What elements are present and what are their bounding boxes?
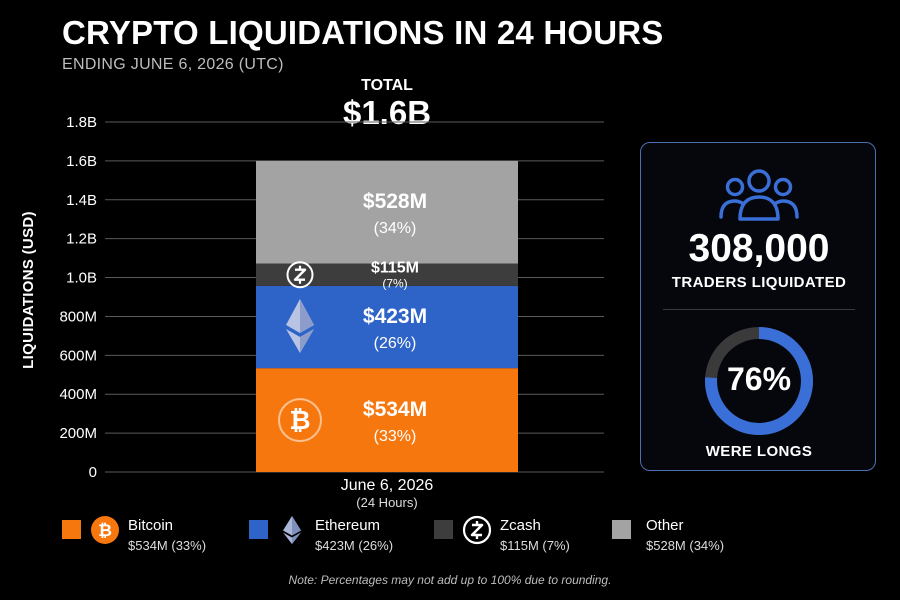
legend-name: Other: [646, 517, 684, 534]
traders-caption: TRADERS LIQUIDATED: [671, 274, 847, 291]
data-pct-other: (34%): [374, 220, 417, 237]
ethereum-icon: [286, 299, 314, 354]
total-label: TOTAL: [361, 77, 413, 94]
longs-caption: WERE LONGS: [705, 443, 813, 460]
y-axis-label: LIQUIDATIONS (USD): [20, 211, 37, 369]
svg-text:₿: ₿: [98, 521, 112, 541]
y-tick-label: 200M: [59, 425, 97, 442]
zcash-icon: [462, 515, 492, 545]
data-label-zcash: $115M: [371, 260, 419, 277]
y-tick-label: 400M: [59, 386, 97, 403]
y-tick-label: 800M: [59, 308, 97, 325]
stats-divider: [663, 309, 855, 310]
bar-segment-zcash: [256, 263, 518, 286]
total-value: $1.6B: [342, 94, 432, 131]
legend-name: Zcash: [500, 517, 541, 534]
svg-text:₿: ₿: [289, 405, 310, 435]
legend-swatch: [612, 520, 631, 539]
data-label-ethereum: $423M: [363, 305, 427, 328]
legend-value: $423M (26%): [315, 538, 394, 553]
stats-card: 308,000 TRADERS LIQUIDATED 76% WERE LONG…: [640, 142, 876, 471]
stacked-bar-chart: 0 200M 400M 600M 800M 1.0B 1.2B 1.4B 1.6B 1.8B $5…: [20, 114, 604, 481]
y-tick-label: 1.0B: [66, 270, 97, 287]
data-pct-bitcoin: (33%): [374, 428, 417, 445]
bitcoin-icon: ₿: [91, 516, 119, 544]
x-tick-sublabel: (24 Hours): [356, 495, 418, 510]
data-label-other: $528M: [363, 190, 427, 213]
bitcoin-icon: ₿: [278, 398, 322, 443]
legend-value: $115M (7%): [500, 538, 570, 553]
longs-donut: [705, 327, 813, 435]
y-tick-label: 1.8B: [66, 114, 97, 131]
ethereum-icon: [283, 516, 301, 544]
x-tick-label: June 6, 2026: [340, 477, 434, 494]
y-tick-label: 1.4B: [66, 192, 97, 209]
people-icon: [719, 169, 799, 221]
legend-swatch: [434, 520, 453, 539]
y-tick-label: 1.6B: [66, 153, 97, 170]
data-label-bitcoin: $534M: [363, 398, 427, 421]
footnote: Note: Percentages may not add up to 100%…: [288, 573, 612, 587]
zcash-icon: [286, 261, 314, 289]
chart-subtitle: ENDING JUNE 6, 2026 (UTC): [62, 56, 284, 73]
chart-title: CRYPTO LIQUIDATIONS IN 24 HOURS: [62, 14, 664, 51]
legend-name: Ethereum: [315, 517, 381, 534]
y-tick-label: 1.2B: [66, 231, 97, 248]
legend-value: $528M (34%): [646, 538, 725, 553]
longs-percent: 76%: [726, 361, 792, 397]
legend-swatch: [249, 520, 268, 539]
legend-name: Bitcoin: [128, 517, 174, 534]
traders-number: 308,000: [688, 227, 830, 270]
data-pct-zcash: (7%): [382, 277, 407, 291]
bar-segment-bitcoin: [256, 368, 518, 472]
y-tick-label: 0: [89, 464, 97, 481]
donut-arc: [705, 327, 813, 435]
data-pct-ethereum: (26%): [374, 335, 417, 352]
legend-value: $534M (33%): [128, 538, 207, 553]
legend-swatch: [62, 520, 81, 539]
bar-segment-other: [256, 160, 518, 264]
y-tick-label: 600M: [59, 347, 97, 364]
